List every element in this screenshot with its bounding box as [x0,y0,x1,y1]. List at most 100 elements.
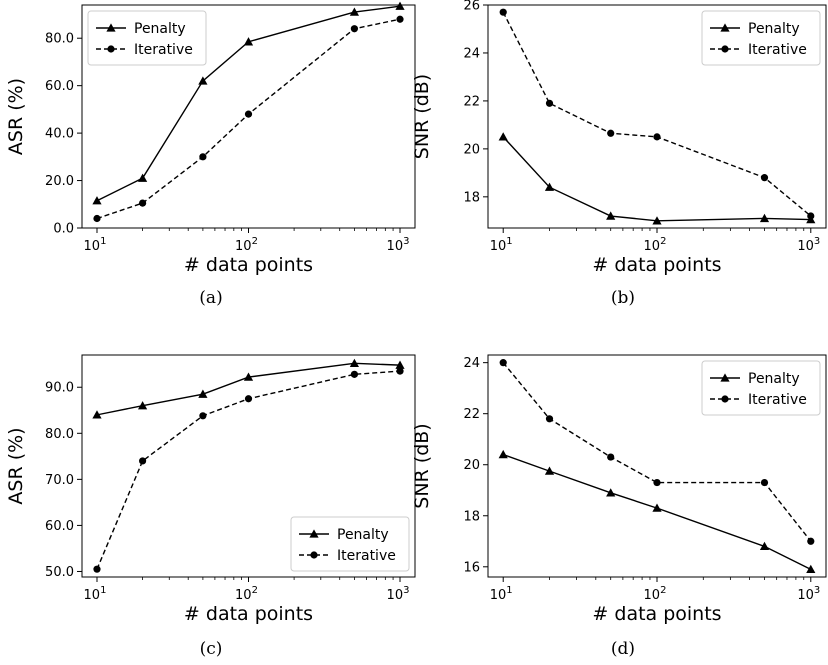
series-line [502,453,812,570]
legend-label: Penalty [337,527,389,543]
y-tick-label: 20 [463,458,480,473]
series-iterative [93,15,404,223]
y-tick-label: 18 [463,509,480,524]
data-point [92,410,102,419]
data-point [653,133,661,141]
data-point [652,503,662,512]
data-point [395,1,405,10]
data-point [138,457,147,465]
legend-label: Penalty [748,21,800,37]
y-tick-label: 20 [463,142,480,157]
data-point [243,372,254,381]
legend-marker [310,551,318,559]
series-iterative [93,367,404,573]
x-tick-label: 102 [235,236,258,254]
legend: Penalty Iterative [701,360,821,416]
panel-caption: (d) [611,639,635,659]
series-line [96,362,401,416]
data-point [137,173,148,182]
y-tick-label: 70.0 [45,473,74,488]
data-point [138,199,147,207]
data-point [396,367,404,375]
x-tick-label: 101 [84,236,107,254]
y-axis-label: SNR (dB) [411,74,433,159]
panel-caption: (c) [200,639,223,659]
data-point [498,132,508,141]
legend-marker [106,23,116,32]
data-point [652,216,662,225]
series-line [96,370,401,570]
legend-marker [720,373,730,382]
y-axis-label: SNR (dB) [411,423,433,508]
chart-panel-a: 101 102 103 0.0 20.0 40.0 60.0 80.0 # data point… [5,1,416,308]
data-point [807,212,815,220]
y-tick-label: 24 [463,46,480,61]
series-line [502,362,812,542]
y-tick-label: 90.0 [45,381,74,396]
y-axis-label: ASR (%) [5,78,27,155]
y-tick-label: 0.0 [53,222,74,237]
legend: Penalty Iterative [290,516,410,572]
panel-caption: (b) [611,288,635,308]
x-tick-label: 103 [797,236,820,254]
data-point [607,453,615,461]
data-point [198,389,208,398]
data-point [349,7,360,16]
legend-box [701,10,821,66]
y-tick-label: 50.0 [45,565,74,580]
legend-marker [107,45,115,53]
y-tick-label: 60.0 [45,519,74,534]
legend-box [701,360,821,416]
data-point [499,8,507,16]
y-tick-label: 18 [463,190,480,205]
data-point [544,182,555,191]
x-axis-label: # data points [592,254,721,276]
data-point [499,359,507,367]
data-point [350,25,359,33]
x-axis-label: # data points [184,254,313,276]
y-tick-label: 20.0 [45,174,74,189]
y-tick-label: 80.0 [45,32,74,47]
data-point [244,110,253,118]
series-iterative [499,359,815,545]
x-tick-label: 102 [235,585,258,603]
data-point [199,153,207,161]
y-tick-label: 22 [463,407,480,422]
data-point [606,211,616,220]
series-penalty [498,449,816,574]
series-penalty [92,358,405,419]
legend-label: Penalty [748,371,800,387]
data-point [199,412,207,420]
data-point [760,174,769,182]
data-point [137,401,148,410]
x-axis-label: # data points [184,603,313,625]
data-point [606,488,616,497]
data-point [93,214,101,223]
legend-box [87,10,207,66]
x-tick-label: 103 [797,585,820,603]
y-tick-label: 16 [463,560,480,575]
data-point [350,370,359,378]
data-point [395,360,405,369]
legend-marker [720,23,730,32]
y-tick-label: 24 [463,356,480,371]
data-point [92,196,102,205]
x-axis-label: # data points [592,603,721,625]
x-tick-label: 101 [490,236,513,254]
y-tick-label: 80.0 [45,427,74,442]
data-point [545,99,554,107]
series-penalty [92,1,405,205]
data-point [396,15,404,23]
legend: Penalty Iterative [87,10,207,66]
chart-panel-d: 101 102 103 16 18 20 22 24 # data points SNR (dB)… [411,354,827,659]
series-penalty [498,132,816,225]
data-point [807,537,815,545]
data-point [93,565,101,573]
legend-label: Penalty [134,21,186,37]
data-point [653,478,661,487]
legend: Penalty Iterative [701,10,821,66]
series-line [96,5,401,202]
legend-marker [309,529,319,538]
series-iterative [499,8,815,220]
